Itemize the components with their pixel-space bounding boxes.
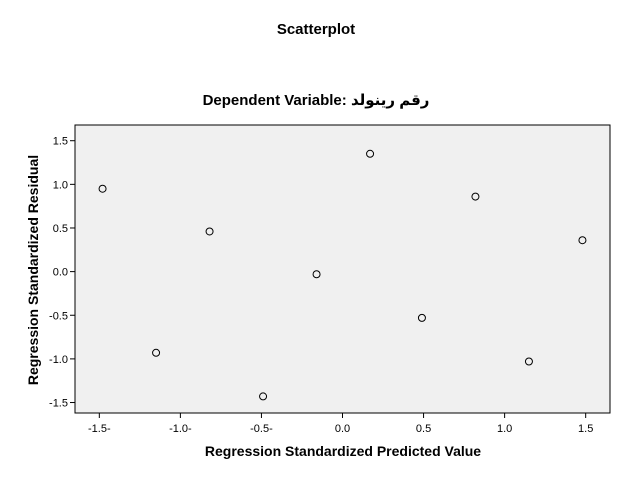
x-axis: -1.5- -1.0- -0.5- 0.0 0.5 1.0 1.5 — [88, 413, 593, 435]
y-tick-label: -1.5 — [49, 398, 68, 410]
data-point — [205, 227, 214, 236]
data-point — [524, 357, 533, 366]
y-tick-label: 0.0 — [53, 267, 68, 279]
x-tick-label: -1.0- — [169, 423, 192, 435]
data-point — [259, 392, 268, 401]
x-tick-label: 0.5 — [416, 423, 431, 435]
x-tick-label: -1.5- — [88, 423, 111, 435]
data-point — [366, 149, 375, 158]
data-point — [98, 184, 107, 193]
y-tick-label: 1.5 — [53, 136, 68, 148]
data-point — [152, 348, 161, 357]
y-tick-label: 1.0 — [53, 179, 68, 191]
y-axis: 1.5 1.0 0.5 0.0 -0.5 -1.0 -1.5 — [49, 136, 75, 410]
y-tick-label: -1.0 — [49, 354, 68, 366]
x-tick-label: -0.5- — [250, 423, 273, 435]
y-axis-title: Regression Standardized Residual — [25, 154, 41, 386]
chart-title: Scatterplot — [276, 21, 356, 38]
data-point — [417, 313, 426, 322]
x-tick-label: 1.0 — [497, 423, 512, 435]
y-tick-label: -0.5 — [49, 310, 68, 322]
x-tick-label: 1.5 — [578, 423, 593, 435]
data-point — [578, 236, 587, 245]
chart-subtitle: Dependent Variable: رقم رينولد — [202, 92, 430, 109]
x-axis-title: Regression Standardized Predicted Value — [204, 443, 482, 459]
data-point — [471, 192, 480, 201]
x-tick-label: 0.0 — [335, 423, 350, 435]
data-points — [98, 149, 587, 401]
y-tick-label: 0.5 — [53, 223, 68, 235]
plot-background — [74, 124, 611, 414]
data-point — [312, 270, 321, 279]
